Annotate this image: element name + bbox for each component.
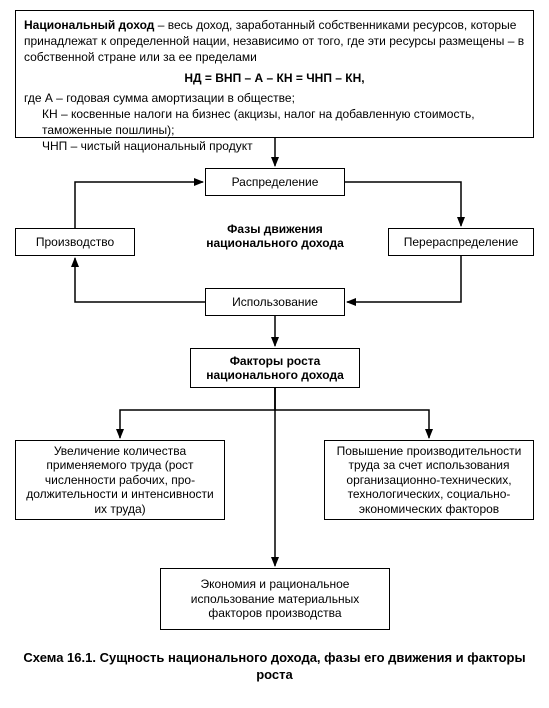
definition-text: Национальный доход – весь доход, заработ…	[24, 17, 525, 66]
definition-line-a: где А – годовая сумма амортизации в обще…	[24, 90, 525, 106]
factor-bottom-box: Экономия и рациональное использование ма…	[160, 568, 390, 630]
diagram-caption: Схема 16.1. Сущность национального доход…	[10, 650, 539, 684]
phase-top-box: Распределение	[205, 168, 345, 196]
phase-right-box: Перераспределение	[388, 228, 534, 256]
phase-bottom-label: Использование	[232, 295, 318, 309]
definition-title: Национальный доход	[24, 18, 154, 32]
phase-label-line1: Фазы движения	[227, 222, 323, 236]
factor-right-text: Повышение производитель­но­сти труда за …	[331, 444, 527, 516]
definition-box: Национальный доход – весь доход, заработ…	[15, 10, 534, 138]
definition-line-chnp: ЧНП – чистый национальный продукт	[24, 138, 525, 154]
factor-left-box: Увеличение количества применяемого труда…	[15, 440, 225, 520]
phase-top-label: Распределение	[232, 175, 319, 189]
phase-center-label: Фазы движения национального дохода	[185, 222, 365, 251]
factor-bottom-text: Экономия и рациональное использование ма…	[167, 577, 383, 620]
definition-line-kn: КН – косвенные налоги на бизнес (акцизы,…	[24, 106, 525, 138]
phase-right-label: Перераспределение	[404, 235, 519, 249]
phase-left-label: Производство	[36, 235, 114, 249]
diagram-container: Национальный доход – весь доход, заработ…	[10, 10, 539, 698]
phase-label-line2: национального дохода	[206, 236, 344, 250]
phase-bottom-box: Использование	[205, 288, 345, 316]
factor-right-box: Повышение производитель­но­сти труда за …	[324, 440, 534, 520]
factor-title-text: Факторы роста национального дохода	[206, 354, 344, 383]
phase-left-box: Производство	[15, 228, 135, 256]
factor-left-text: Увеличение количества применяемого труда…	[22, 444, 218, 516]
definition-formula: НД = ВНП – А – КН = ЧНП – КН,	[24, 70, 525, 86]
factor-title-box: Факторы роста национального дохода	[190, 348, 360, 388]
